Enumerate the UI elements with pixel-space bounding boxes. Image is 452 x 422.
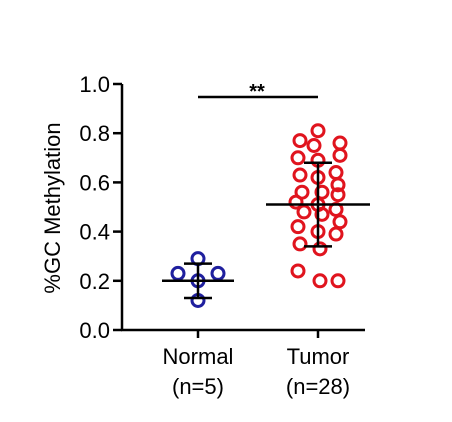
data-point: [312, 241, 328, 257]
data-point: [330, 177, 346, 193]
data-point: [296, 204, 312, 220]
data-point: [288, 194, 304, 210]
data-point: [314, 206, 330, 222]
data-point: [332, 214, 348, 230]
data-point: [330, 187, 346, 203]
y-tick-label: 0.2: [79, 269, 110, 294]
data-point: [290, 219, 306, 235]
data-point: [292, 133, 308, 149]
data-point: [290, 263, 306, 279]
data-point: [328, 226, 344, 242]
x-tick-sublabel: (n=5): [172, 374, 224, 399]
data-point: [328, 165, 344, 181]
data-point: [290, 150, 306, 166]
y-axis-label: %GC Methylation: [40, 122, 65, 293]
data-point: [312, 273, 328, 289]
y-tick-label: 0.4: [79, 220, 110, 245]
data-point: [330, 273, 346, 289]
data-point: [332, 147, 348, 163]
significance-label: **: [249, 81, 265, 103]
y-tick-label: 0.0: [79, 318, 110, 343]
data-point: [310, 123, 326, 139]
axes: 0.0 0.2 0.4 0.6 0.8 1.0 Normal (n=5) Tumor (n=28): [79, 72, 365, 399]
x-tick-sublabel: (n=28): [286, 374, 350, 399]
data-point: [210, 265, 226, 281]
x-tick-label: Normal: [163, 344, 234, 369]
y-tick-label: 0.8: [79, 121, 110, 146]
data-point: [306, 138, 322, 153]
data-point: [332, 135, 348, 151]
data-point: [292, 167, 308, 183]
data-point: [170, 265, 186, 281]
y-tick-label: 0.6: [79, 170, 110, 195]
x-tick-label: Tumor: [287, 344, 350, 369]
data-marks: [162, 123, 370, 308]
y-tick-label: 1.0: [79, 72, 110, 97]
data-point: [292, 236, 308, 252]
